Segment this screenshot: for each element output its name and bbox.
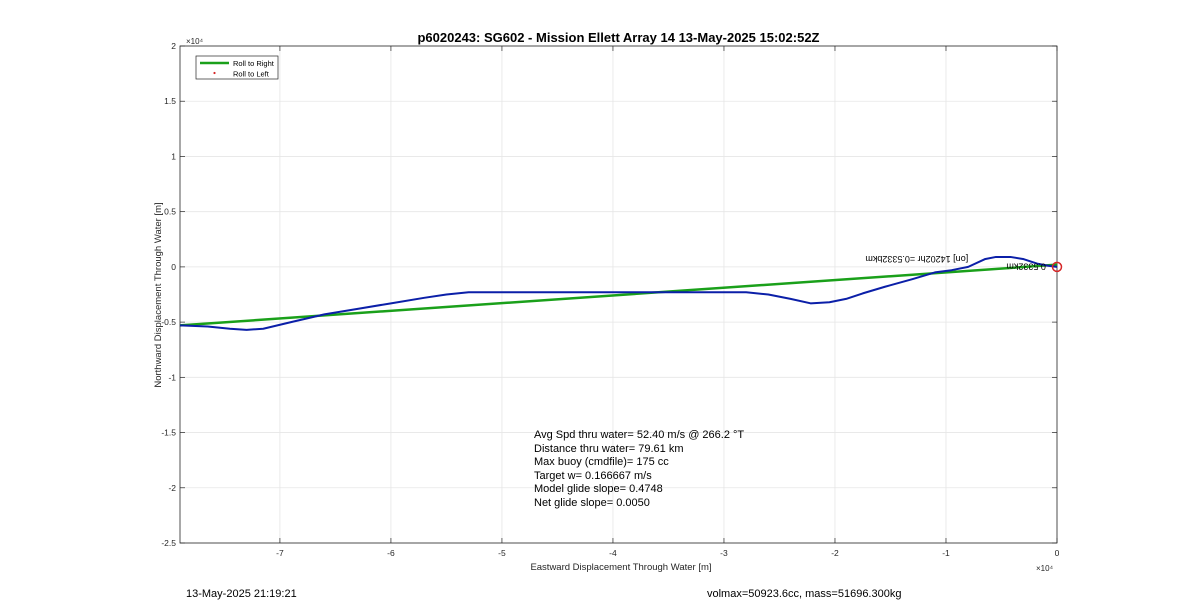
legend-label-roll-left: Roll to Left — [233, 70, 270, 79]
legend: Roll to Right Roll to Left — [195, 55, 279, 80]
y-tick-label: -1.5 — [161, 428, 176, 438]
y-tick-label: -2 — [168, 483, 176, 493]
footer-mass-info: volmax=50923.6cc, mass=51696.300kg — [707, 588, 902, 600]
stat-model-glide: Model glide slope= 0.4748 — [534, 483, 663, 496]
y-axis-label: Northward Displacement Through Water [m] — [153, 202, 164, 387]
legend-label-roll-right: Roll to Right — [233, 59, 275, 68]
end-position-marker — [1051, 261, 1063, 273]
y-tick-label: -1 — [168, 372, 176, 382]
annotation-label: [on] 14202hr =0.5332bkm — [865, 254, 968, 264]
x-tick-label: -6 — [387, 548, 395, 558]
x-tick-label: -5 — [498, 548, 506, 558]
x-tick-label: -1 — [942, 548, 950, 558]
annotations-group: 0.5332km [on] 14202hr =0.5332bkm — [865, 254, 1063, 273]
x-axis-label: Eastward Displacement Through Water [m] — [530, 562, 711, 573]
y-tick-label: -0.5 — [161, 317, 176, 327]
x-exponent-label: ×10⁴ — [1036, 564, 1054, 573]
stat-max-buoy: Max buoy (cmdfile)= 175 cc — [534, 456, 669, 469]
stats-panel: Avg Spd thru water= 52.40 m/s @ 266.2 °T… — [534, 429, 744, 511]
x-tick-label: -2 — [831, 548, 839, 558]
stat-distance: Distance thru water= 79.61 km — [534, 442, 684, 455]
stat-net-glide: Net glide slope= 0.0050 — [534, 496, 650, 509]
y-tick-label: -2.5 — [161, 538, 176, 548]
chart-title: p6020243: SG602 - Mission Ellett Array 1… — [417, 30, 820, 45]
x-tick-label: 0 — [1055, 548, 1060, 558]
series-roll-right-line — [179, 263, 1058, 327]
footer-timestamp: 13-May-2025 21:19:21 — [186, 588, 297, 600]
stat-target-w: Target w= 0.166667 m/s — [534, 469, 652, 482]
y-exponent-label: ×10⁴ — [186, 37, 204, 46]
legend-marker-roll-left — [213, 71, 216, 75]
plot-frame — [179, 45, 1058, 544]
stat-avg-speed: Avg Spd thru water= 52.40 m/s @ 266.2 °T — [534, 429, 745, 441]
x-tick-label: -7 — [276, 548, 284, 558]
x-tick-label: -3 — [720, 548, 728, 558]
y-tick-label: 0.5 — [164, 207, 176, 217]
axes: -7 -6 -5 -4 -3 -2 -1 0 2 1.5 1 0.5 0 -0.5 -1 -1.5 -2 -2.5 — [161, 41, 1059, 558]
annotation-label: 0.5332km — [1006, 262, 1046, 272]
axis-labels: Eastward Displacement Through Water [m] … — [153, 37, 1054, 573]
series-track-line — [179, 255, 1058, 331]
series-group — [179, 255, 1058, 331]
y-tick-label: 2 — [171, 41, 176, 51]
y-tick-label: 1.5 — [164, 96, 176, 106]
y-tick-label: 1 — [171, 151, 176, 161]
x-tick-label: -4 — [609, 548, 617, 558]
y-tick-label: 0 — [171, 262, 176, 272]
